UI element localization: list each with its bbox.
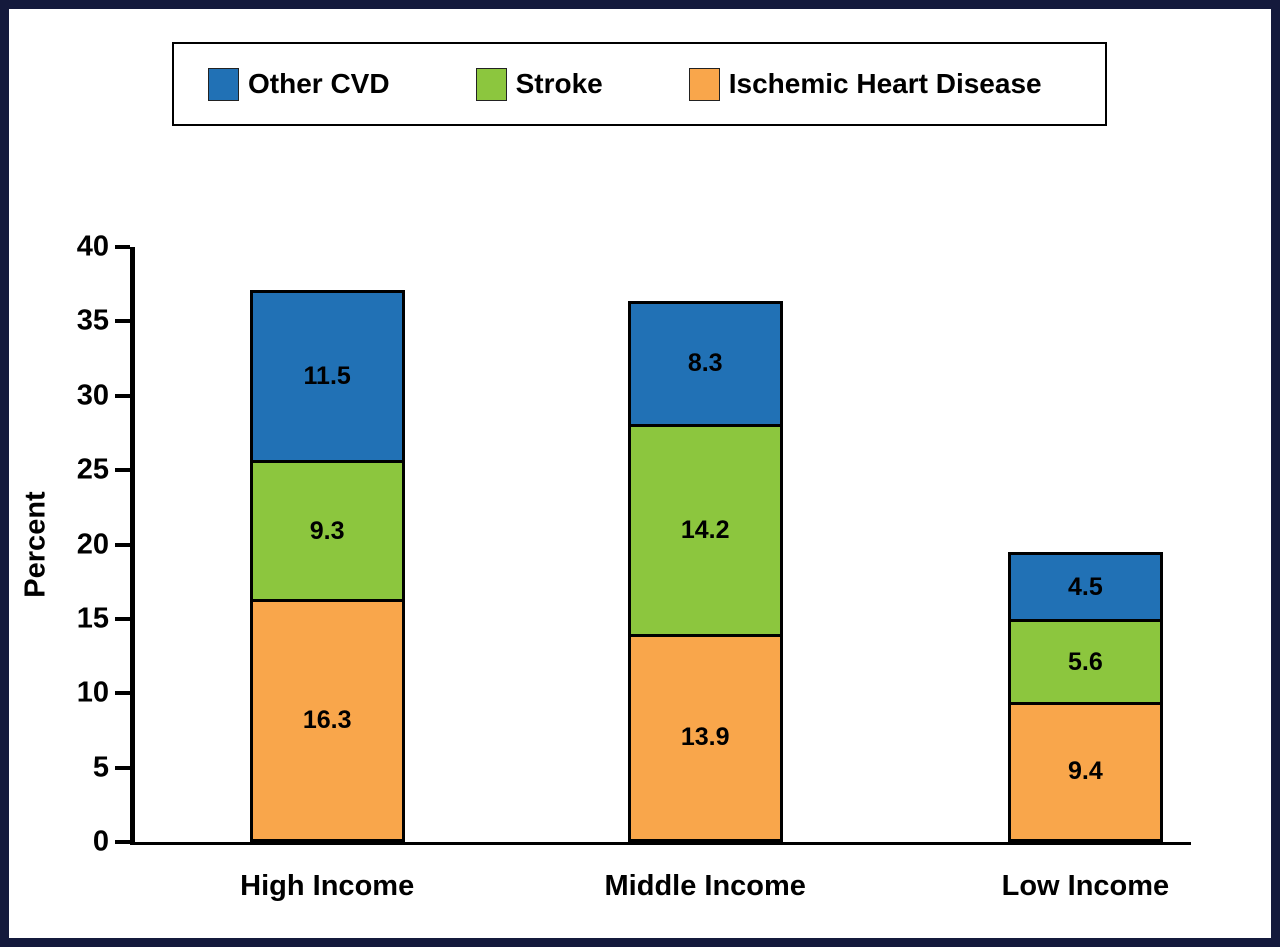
legend-swatch: [475, 67, 507, 101]
bar-segment: 9.4: [1010, 704, 1160, 840]
bar-segment: 11.5: [252, 293, 402, 464]
bar-value-label: 16.3: [302, 705, 352, 734]
y-tick: [115, 319, 130, 324]
bar-segment: 16.3: [252, 601, 402, 839]
x-axis-label: Middle Income: [604, 870, 806, 902]
bar-segment: 8.3: [630, 303, 780, 428]
legend-item: Stroke: [475, 67, 603, 101]
bar-segment: 4.5: [1010, 554, 1160, 623]
y-tick: [115, 765, 130, 770]
bar-segment: 9.3: [252, 463, 402, 602]
bar-value-label: 8.3: [687, 349, 723, 378]
y-tick: [115, 840, 130, 844]
y-tick: [115, 468, 130, 473]
y-tick-label: 30: [76, 379, 109, 412]
bar-segment: 13.9: [630, 636, 780, 839]
y-tick: [115, 245, 130, 249]
legend: Other CVD Stroke Ischemic Heart Disease: [172, 42, 1107, 126]
bar-value-label: 11.5: [303, 362, 351, 391]
y-tick-label: 5: [92, 751, 109, 784]
y-tick-label: 0: [92, 825, 109, 858]
legend-swatch: [688, 67, 720, 101]
bar-value-label: 13.9: [680, 723, 730, 752]
bar: 11.5 9.3 16.3: [249, 290, 405, 842]
y-tick: [115, 616, 130, 621]
bar-segment: 14.2: [630, 427, 780, 637]
legend-label: Stroke: [515, 68, 603, 99]
y-tick-label: 35: [76, 304, 109, 337]
y-tick: [115, 542, 130, 547]
y-axis-title-text: Percent: [19, 491, 52, 598]
y-tick-label: 25: [76, 453, 109, 486]
y-tick: [115, 393, 130, 398]
y-tick: [115, 691, 130, 696]
legend-item: Other CVD: [208, 67, 390, 101]
bar-segment: 5.6: [1010, 622, 1160, 705]
bar-value-label: 4.5: [1068, 572, 1103, 601]
bar-value-label: 14.2: [680, 516, 730, 545]
x-axis-label: Low Income: [1001, 870, 1170, 902]
x-axis-label: High Income: [240, 870, 415, 902]
y-axis-title: Percent: [15, 247, 57, 842]
bar-value-label: 5.6: [1068, 647, 1103, 676]
y-tick-label: 15: [76, 602, 109, 635]
bar-value-label: 9.3: [309, 516, 345, 545]
plot-area: 0 5 10 15 20 25 30 35 40 11.5 9.3 16.3 High Income 8.…: [77, 231, 1191, 902]
bar: 4.5 5.6 9.4: [1007, 551, 1163, 842]
bar-value-label: 9.4: [1068, 757, 1103, 786]
y-tick-label: 10: [76, 676, 109, 709]
y-tick-label: 20: [76, 528, 109, 560]
y-tick-label: 40: [76, 230, 109, 263]
legend-label: Ischemic Heart Disease: [728, 68, 1042, 99]
legend-item: Ischemic Heart Disease: [688, 67, 1042, 101]
legend-swatch: [208, 67, 239, 101]
legend-label: Other CVD: [248, 68, 390, 99]
bar: 8.3 14.2 13.9: [627, 300, 783, 842]
